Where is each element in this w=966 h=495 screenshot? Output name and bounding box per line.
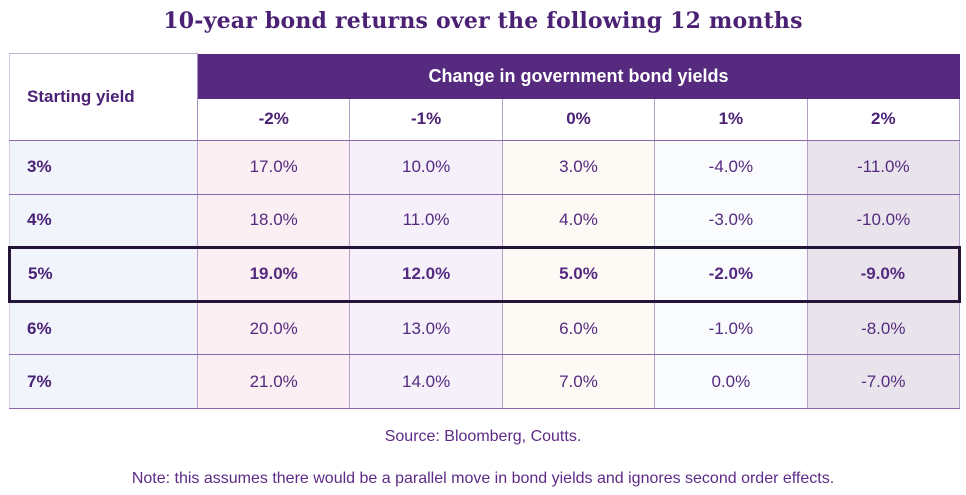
value-cell: 13.0%	[349, 300, 503, 356]
table-row-3pct: 3% 17.0% 10.0% 3.0% -4.0% -11.0%	[9, 140, 960, 195]
value-cell: 3.0%	[501, 140, 656, 195]
row-label: 5%	[8, 246, 198, 303]
value-cell: 17.0%	[196, 140, 351, 195]
column-header-minus-2pct: -2%	[196, 98, 351, 141]
table-row-5pct-highlighted: 5% 19.0% 12.0% 5.0% -2.0% -9.0%	[8, 246, 961, 303]
value-cell: 10.0%	[349, 140, 503, 195]
group-header: Change in government bond yields	[197, 53, 960, 99]
value-cell: -8.0%	[806, 300, 960, 356]
value-cell: 6.0%	[501, 300, 656, 356]
row-label: 7%	[9, 354, 198, 409]
value-cell: 18.0%	[196, 193, 351, 249]
value-cell: 11.0%	[349, 193, 503, 249]
source-text: Source: Bloomberg, Coutts.	[384, 428, 582, 445]
row-label: 4%	[9, 193, 198, 249]
row-label: 3%	[9, 140, 198, 195]
value-cell: 21.0%	[196, 354, 351, 409]
table-row-6pct: 6% 20.0% 13.0% 6.0% -1.0% -8.0%	[9, 300, 960, 356]
column-header-minus-1pct: -1%	[349, 98, 503, 141]
value-cell: -10.0%	[806, 193, 960, 249]
value-cell: -3.0%	[654, 193, 808, 249]
table-row-7pct: 7% 21.0% 14.0% 7.0% 0.0% -7.0%	[9, 354, 960, 409]
bond-returns-table: Starting yield Change in government bond…	[8, 53, 961, 409]
value-cell: 0.0%	[654, 354, 808, 409]
value-cell: 14.0%	[349, 354, 503, 409]
group-header-row: Starting yield Change in government bond…	[9, 53, 960, 141]
value-cell: -1.0%	[654, 300, 808, 356]
value-cell: 20.0%	[196, 300, 351, 356]
starting-yield-header: Starting yield	[9, 53, 198, 141]
value-cell: 19.0%	[196, 246, 351, 303]
value-cell: -11.0%	[806, 140, 960, 195]
value-cell: 7.0%	[501, 354, 656, 409]
table-row-4pct: 4% 18.0% 11.0% 4.0% -3.0% -10.0%	[9, 193, 960, 249]
value-cell: 4.0%	[501, 193, 656, 249]
value-cell: -4.0%	[654, 140, 808, 195]
row-label: 6%	[9, 300, 198, 356]
column-header-2pct: 2%	[806, 98, 960, 141]
column-header-row: -2% -1% 0% 1% 2%	[10, 98, 960, 141]
note-text: Note: this assumes there would be a para…	[131, 470, 835, 487]
page-title: 10-year bond returns over the following …	[163, 8, 803, 34]
value-cell: -7.0%	[806, 354, 960, 409]
value-cell: -2.0%	[654, 246, 808, 303]
column-header-1pct: 1%	[654, 98, 808, 141]
value-cell: -9.0%	[806, 246, 961, 303]
value-cell: 12.0%	[349, 246, 503, 303]
value-cell: 5.0%	[501, 246, 656, 303]
column-header-0pct: 0%	[501, 98, 656, 141]
